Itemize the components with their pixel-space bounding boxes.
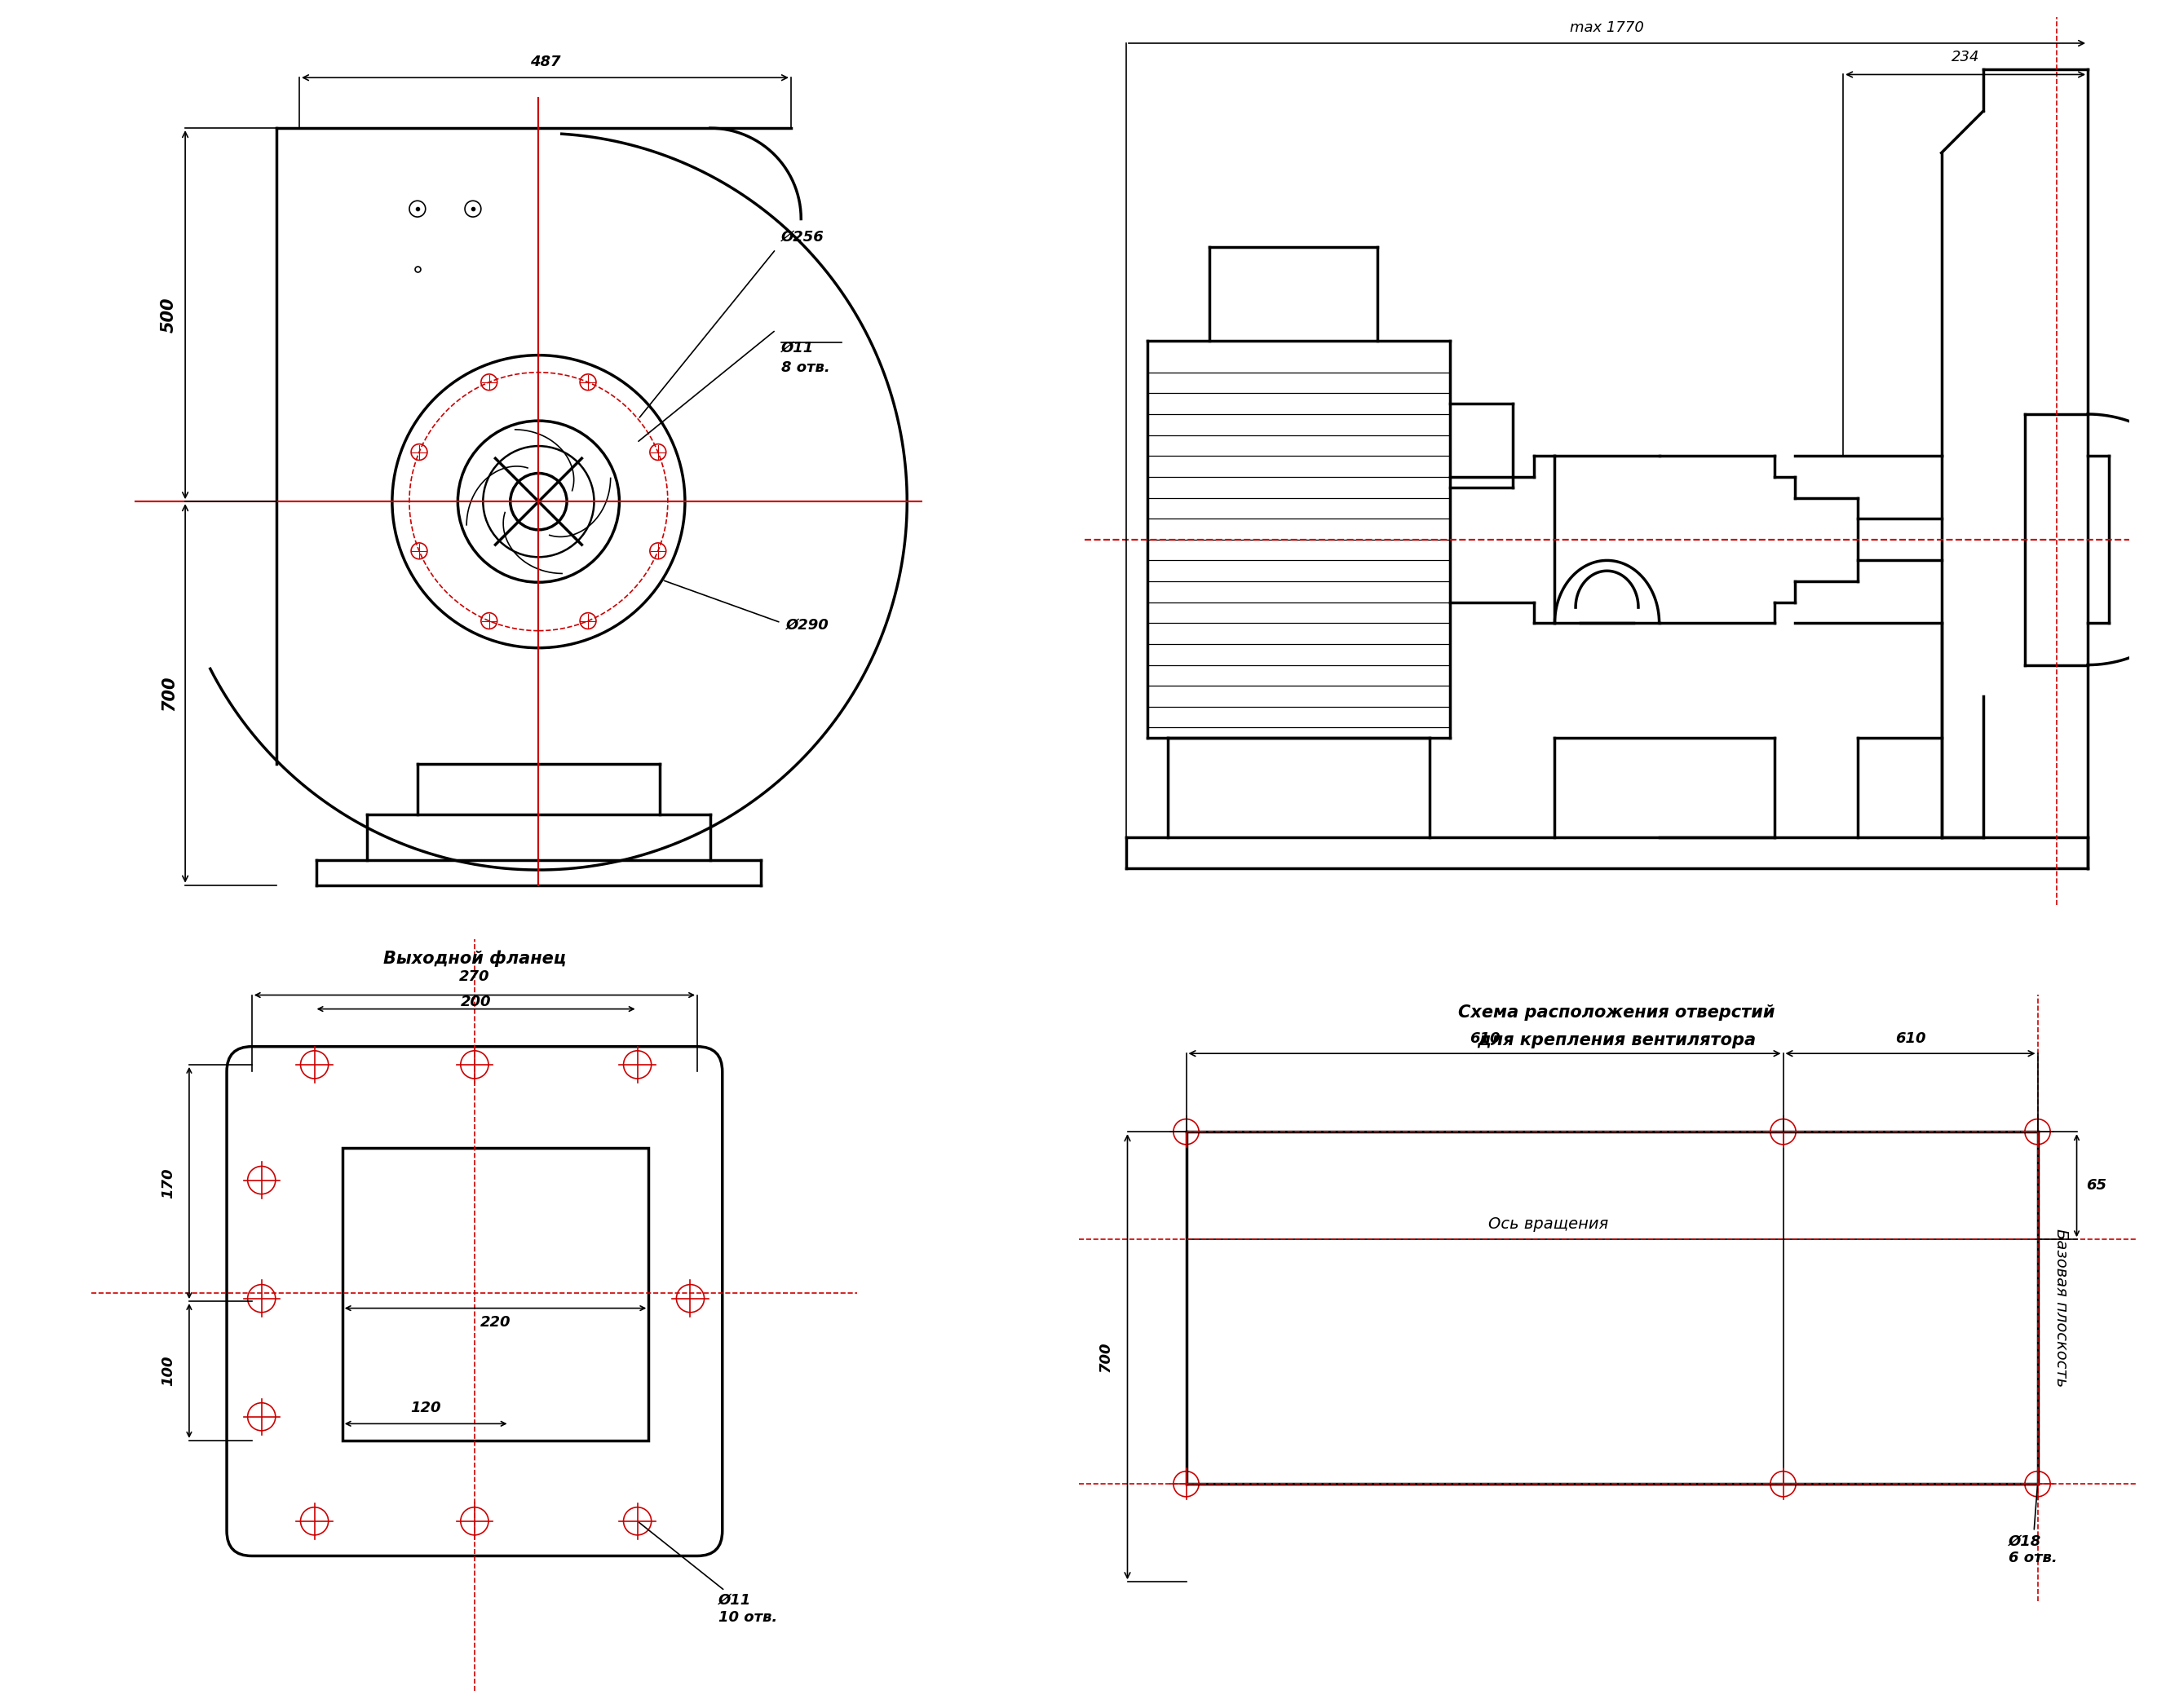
Text: 8 отв.: 8 отв. — [781, 360, 830, 376]
Text: 700: 700 — [1098, 1341, 1113, 1372]
Text: Ось вращения: Ось вращения — [1488, 1216, 1609, 1231]
Text: Ø11
10 отв.: Ø11 10 отв. — [638, 1522, 777, 1624]
Text: 700: 700 — [162, 676, 177, 711]
Text: Ø256: Ø256 — [781, 229, 824, 244]
Text: 610: 610 — [1469, 1032, 1499, 1045]
Text: Выходной фланец: Выходной фланец — [384, 951, 565, 967]
Text: 100: 100 — [160, 1356, 175, 1387]
Text: Ø290: Ø290 — [785, 617, 828, 632]
Text: Базовая плоскость: Базовая плоскость — [2053, 1228, 2069, 1387]
FancyBboxPatch shape — [226, 1047, 723, 1556]
Text: 170: 170 — [160, 1168, 175, 1199]
Text: 610: 610 — [1896, 1032, 1926, 1045]
Text: 120: 120 — [410, 1401, 442, 1416]
Text: Ø11: Ø11 — [781, 340, 813, 355]
Text: для крепления вентилятора: для крепления вентилятора — [1478, 1032, 1756, 1049]
Bar — [343, 1148, 649, 1440]
Text: 234: 234 — [1952, 50, 1980, 65]
Text: 65: 65 — [2086, 1179, 2107, 1192]
Text: max 1770: max 1770 — [1570, 20, 1644, 34]
Text: 270: 270 — [459, 968, 490, 984]
Text: 220: 220 — [481, 1315, 511, 1331]
Text: 200: 200 — [462, 994, 492, 1009]
Text: 487: 487 — [531, 55, 561, 70]
Text: 500: 500 — [162, 297, 177, 333]
Text: Схема расположения отверстий: Схема расположения отверстий — [1458, 1004, 1775, 1021]
Text: Ø18
6 отв.: Ø18 6 отв. — [2008, 1486, 2058, 1566]
